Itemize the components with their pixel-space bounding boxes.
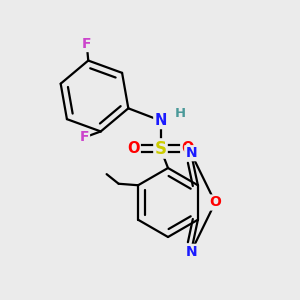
Text: O: O bbox=[209, 196, 221, 209]
Text: S: S bbox=[154, 140, 166, 158]
Text: N: N bbox=[185, 146, 197, 160]
Text: O: O bbox=[127, 141, 140, 156]
Text: N: N bbox=[154, 113, 167, 128]
Text: F: F bbox=[82, 37, 92, 51]
Text: N: N bbox=[185, 245, 197, 259]
Text: O: O bbox=[181, 141, 194, 156]
Text: F: F bbox=[80, 130, 89, 145]
Text: H: H bbox=[174, 106, 186, 120]
